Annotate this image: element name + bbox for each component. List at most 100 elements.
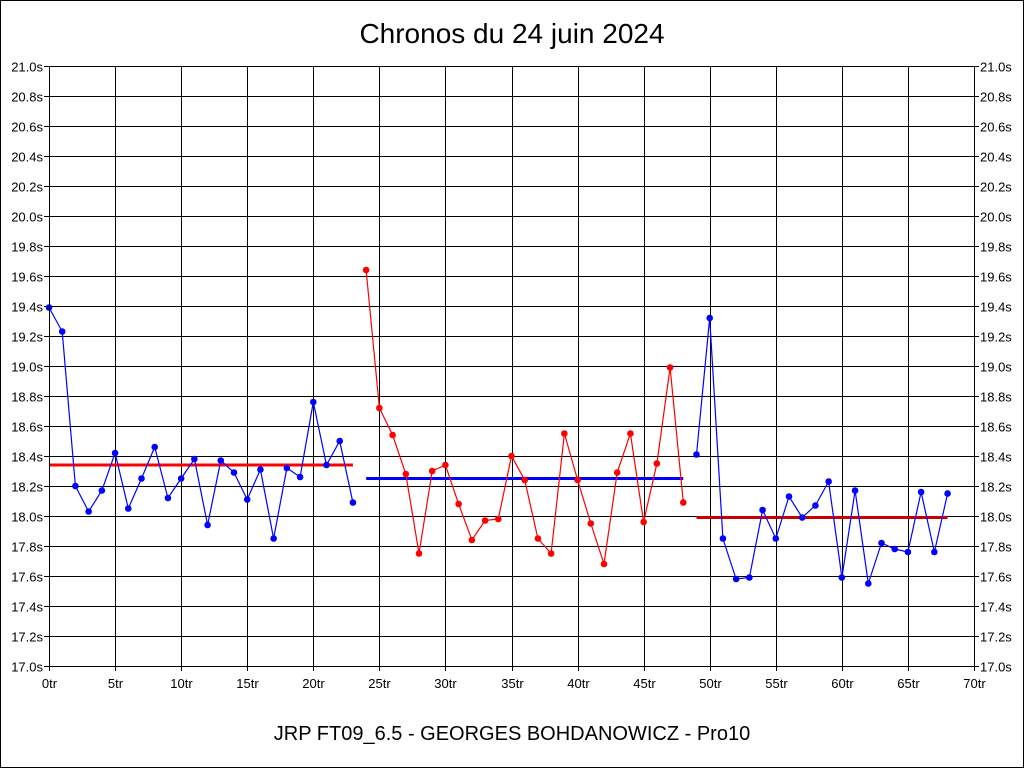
y-tick-label-left: 17.8s: [11, 540, 43, 555]
y-tick-label-left: 21.0s: [11, 60, 43, 75]
y-tick-label-left: 20.4s: [11, 150, 43, 165]
x-tick-label: 15tr: [236, 676, 259, 691]
data-point: [759, 506, 766, 514]
data-point: [415, 550, 423, 557]
x-tick-label: 50tr: [699, 676, 722, 691]
data-point: [138, 475, 145, 482]
data-point: [534, 535, 542, 542]
x-tick-label: 40tr: [567, 676, 590, 691]
data-point: [230, 469, 238, 476]
data-point: [164, 494, 172, 502]
data-point: [72, 482, 79, 490]
data-point: [812, 502, 819, 509]
data-point: [217, 457, 225, 464]
y-tick-label-left: 20.8s: [11, 90, 43, 105]
chart-footer: JRP FT09_6.5 - GEORGES BOHDANOWICZ - Pro…: [273, 723, 751, 745]
x-tick-label: 10tr: [170, 676, 193, 691]
data-point: [666, 364, 674, 371]
data-point: [891, 545, 899, 553]
y-tick-label-left: 19.8s: [11, 240, 43, 255]
x-tick-label: 60tr: [831, 676, 854, 691]
series-line: [48, 307, 354, 539]
y-tick-label-right: 17.6s: [980, 570, 1012, 585]
data-point: [719, 535, 727, 542]
data-point: [785, 493, 793, 500]
y-tick-label-right: 21.0s: [980, 60, 1012, 75]
data-point: [600, 560, 608, 568]
y-tick-label-right: 17.2s: [980, 630, 1012, 645]
y-tick-label-left: 18.8s: [11, 390, 43, 405]
y-tick-label-left: 17.2s: [11, 630, 43, 645]
y-tick-label-right: 20.6s: [980, 120, 1012, 135]
data-point: [917, 488, 925, 496]
data-point: [283, 464, 291, 472]
grid: [44, 66, 979, 671]
data-point: [587, 520, 595, 527]
data-point: [124, 505, 132, 512]
data-point: [693, 451, 700, 458]
data-point: [270, 535, 277, 542]
data-point: [640, 518, 647, 526]
y-tick-label-right: 19.8s: [980, 240, 1012, 255]
y-tick-label-right: 20.4s: [980, 150, 1012, 165]
data-point: [243, 496, 251, 503]
y-tick-label-right: 19.0s: [980, 360, 1012, 375]
tick-labels: 0tr 5tr 10tr 15tr 20tr 25tr 30tr 35tr 40tr 45tr 50…: [11, 60, 1012, 692]
y-tick-label-right: 20.8s: [980, 90, 1012, 105]
data-point: [191, 455, 198, 463]
y-tick-label-left: 20.6s: [11, 120, 43, 135]
data-point: [151, 443, 159, 451]
x-tick-label: 55tr: [765, 676, 788, 691]
data-point: [309, 398, 317, 406]
data-point: [442, 461, 449, 469]
data-point: [257, 466, 264, 473]
y-tick-label-left: 18.0s: [11, 510, 43, 525]
x-tick-label: 20tr: [302, 676, 325, 691]
y-tick-label-right: 17.0s: [980, 660, 1012, 675]
data-point: [98, 487, 106, 494]
data-point: [85, 508, 92, 515]
y-tick-label-left: 19.6s: [11, 270, 43, 285]
y-tick-label-left: 20.0s: [11, 210, 43, 225]
y-tick-label-left: 17.6s: [11, 570, 43, 585]
y-tick-label-left: 18.4s: [11, 450, 43, 465]
y-tick-label-right: 17.4s: [980, 600, 1012, 615]
data-point: [111, 449, 119, 457]
y-tick-label-left: 17.4s: [11, 600, 43, 615]
series: [362, 266, 687, 568]
series-layer: [45, 266, 951, 587]
data-point: [177, 475, 185, 482]
data-point: [547, 550, 555, 557]
data-point: [402, 470, 410, 478]
data-point: [944, 490, 951, 497]
y-tick-label-right: 19.6s: [980, 270, 1012, 285]
data-point: [825, 478, 832, 485]
data-point: [389, 431, 396, 439]
x-tick-label: 25tr: [368, 676, 391, 691]
series-line: [695, 317, 949, 584]
y-tick-label-right: 19.2s: [980, 330, 1012, 345]
data-point: [376, 404, 383, 412]
data-point: [204, 521, 211, 529]
y-tick-label-left: 19.2s: [11, 330, 43, 345]
data-point: [931, 548, 938, 556]
y-tick-label-left: 19.4s: [11, 300, 43, 315]
data-point: [851, 487, 859, 494]
y-tick-label-left: 18.6s: [11, 420, 43, 435]
y-tick-label-right: 18.6s: [980, 420, 1012, 435]
data-point: [746, 574, 753, 581]
series: [693, 314, 951, 587]
data-point: [838, 574, 846, 581]
y-tick-label-right: 19.4s: [980, 300, 1012, 315]
data-point: [58, 328, 66, 335]
y-tick-label-right: 18.0s: [980, 510, 1012, 525]
plot-border: [49, 66, 975, 667]
data-point: [362, 266, 370, 274]
series: [45, 304, 357, 542]
data-point: [561, 430, 568, 437]
x-tick-label: 30tr: [434, 676, 457, 691]
y-tick-label-left: 17.0s: [11, 660, 43, 675]
data-point: [772, 535, 780, 542]
series-line: [365, 269, 684, 565]
